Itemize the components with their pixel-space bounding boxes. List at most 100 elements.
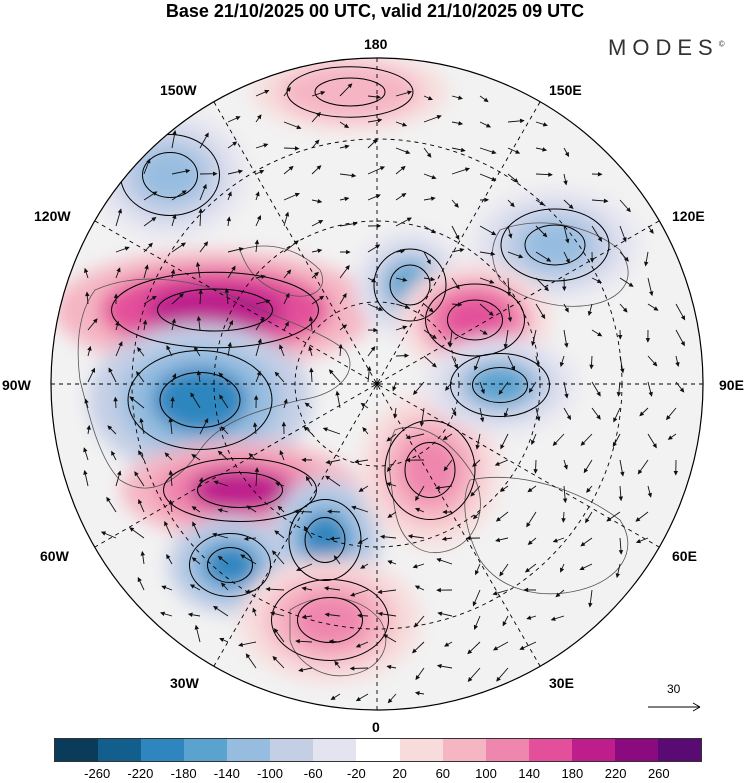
colorbar-swatch — [571, 739, 615, 761]
wind-arrow-head — [404, 304, 410, 309]
wind-arrow-head — [371, 278, 377, 283]
wind-arrow-head — [457, 302, 463, 307]
wind-arrow-head — [323, 586, 329, 591]
wind-arrow-head — [508, 233, 513, 239]
wind-arrow-head — [485, 123, 492, 128]
colorbar — [54, 738, 702, 762]
wind-arrow-head — [527, 487, 533, 493]
lon-label-30e: 30E — [549, 675, 574, 691]
wind-arrow-head — [170, 268, 176, 274]
wind-arrow-head — [431, 362, 437, 368]
colorbar-swatch — [313, 739, 357, 761]
wind-arrow-head — [564, 342, 569, 348]
wind-arrow-head — [86, 424, 91, 430]
wind-arrow-head — [320, 90, 326, 96]
lon-label-120e: 120E — [672, 208, 705, 224]
wind-arrow-head — [190, 392, 195, 398]
wind-arrow-head — [562, 498, 568, 504]
wind-arrow-head — [146, 158, 151, 164]
wind-arrow-head — [580, 541, 586, 547]
wind-arrow-head — [357, 613, 362, 618]
wind-arrow-head — [288, 165, 294, 171]
wind-arrow-head — [405, 435, 411, 440]
wind-arrow-head — [220, 426, 226, 432]
colorbar-tick-label: -140 — [213, 766, 240, 781]
wind-arrow-head — [565, 238, 570, 244]
lon-label-90w: 90W — [2, 377, 31, 393]
wind-arrow-head — [442, 435, 448, 440]
wind-arrow-head — [198, 477, 204, 483]
wind-arrow-head — [377, 118, 383, 123]
colorbar-tick-label: 220 — [604, 766, 627, 781]
wind-arrow-head — [509, 202, 515, 208]
wind-arrow-head — [467, 649, 473, 655]
wind-arrow-head — [563, 464, 568, 470]
wind-arrow-head — [180, 242, 186, 247]
wind-arrow-head — [622, 307, 628, 313]
wind-arrow-head — [231, 265, 236, 271]
wind-arrow-head — [453, 363, 458, 369]
lon-label-150w: 150W — [160, 82, 197, 98]
wind-arrow-head — [431, 334, 437, 339]
wind-arrow-head — [473, 624, 479, 630]
wind-arrow-head — [335, 390, 340, 396]
wind-arrow-head — [253, 395, 259, 400]
wind-arrow-head — [653, 306, 659, 311]
colorbar-swatch — [485, 739, 529, 761]
wind-arrow-head — [360, 564, 366, 569]
wind-arrow-head — [620, 368, 625, 374]
wind-arrow-head — [226, 216, 231, 222]
wind-arrow-head — [379, 534, 385, 540]
wind-arrow-head — [503, 412, 509, 418]
wind-arrow-head — [472, 462, 478, 467]
colorbar-swatch — [528, 739, 572, 761]
wind-arrow-head — [301, 457, 307, 463]
wind-arrow-head — [488, 311, 494, 316]
wind-arrow-head — [309, 367, 314, 373]
wind-arrow-head — [544, 286, 549, 292]
wind-arrow-head — [386, 664, 392, 670]
graticule — [51, 58, 703, 710]
wind-arrow-head — [535, 362, 540, 368]
wind-arrow-head — [552, 538, 558, 543]
colorbar-tick-label: -180 — [170, 766, 197, 781]
wind-arrow-head — [347, 83, 353, 89]
wind-arrow-head — [375, 194, 381, 199]
wind-arrow-head — [427, 96, 433, 101]
wind-arrow-head — [139, 417, 144, 423]
wind-arrow-head — [548, 172, 553, 177]
wind-arrow-head — [550, 616, 556, 621]
wind-arrow-head — [316, 165, 322, 170]
wind-arrow-head — [277, 505, 283, 511]
wind-arrow-head — [513, 178, 519, 183]
wind-arrow-head — [238, 642, 244, 647]
wind-arrow-head — [502, 621, 507, 627]
wind-arrow-head — [296, 566, 302, 572]
wind-arrow-head — [366, 366, 372, 371]
wind-arrow-head — [472, 601, 477, 607]
colorbar-tick-label: 60 — [435, 766, 451, 781]
anomaly-east-atlantic-negative — [203, 544, 257, 586]
colorbar-tick-label: -220 — [127, 766, 154, 781]
wind-arrow-head — [301, 586, 307, 591]
wind-arrow-head — [196, 315, 202, 321]
wind-arrow-head — [436, 115, 442, 120]
wind-arrow-head — [164, 520, 169, 527]
wind-arrow-head — [589, 364, 594, 370]
colorbar-tick-label: -260 — [84, 766, 111, 781]
wind-arrow-head — [436, 558, 442, 563]
wind-arrow-head — [142, 319, 148, 325]
wind-arrow-head — [441, 536, 447, 542]
wind-arrow-head — [259, 170, 265, 175]
wind-arrow-head — [386, 436, 392, 442]
wind-arrow-head — [414, 691, 420, 696]
lon-label-150e: 150E — [549, 82, 582, 98]
wind-arrow-head — [202, 183, 207, 189]
wind-arrow-head — [185, 169, 191, 174]
wind-arrow-head — [84, 398, 89, 404]
wind-arrow-head — [533, 469, 538, 474]
wind-arrow-head — [494, 461, 500, 466]
wind-arrow-head — [612, 441, 617, 448]
wind-arrow-head — [265, 299, 271, 304]
colorbar-tick-label: 140 — [518, 766, 541, 781]
